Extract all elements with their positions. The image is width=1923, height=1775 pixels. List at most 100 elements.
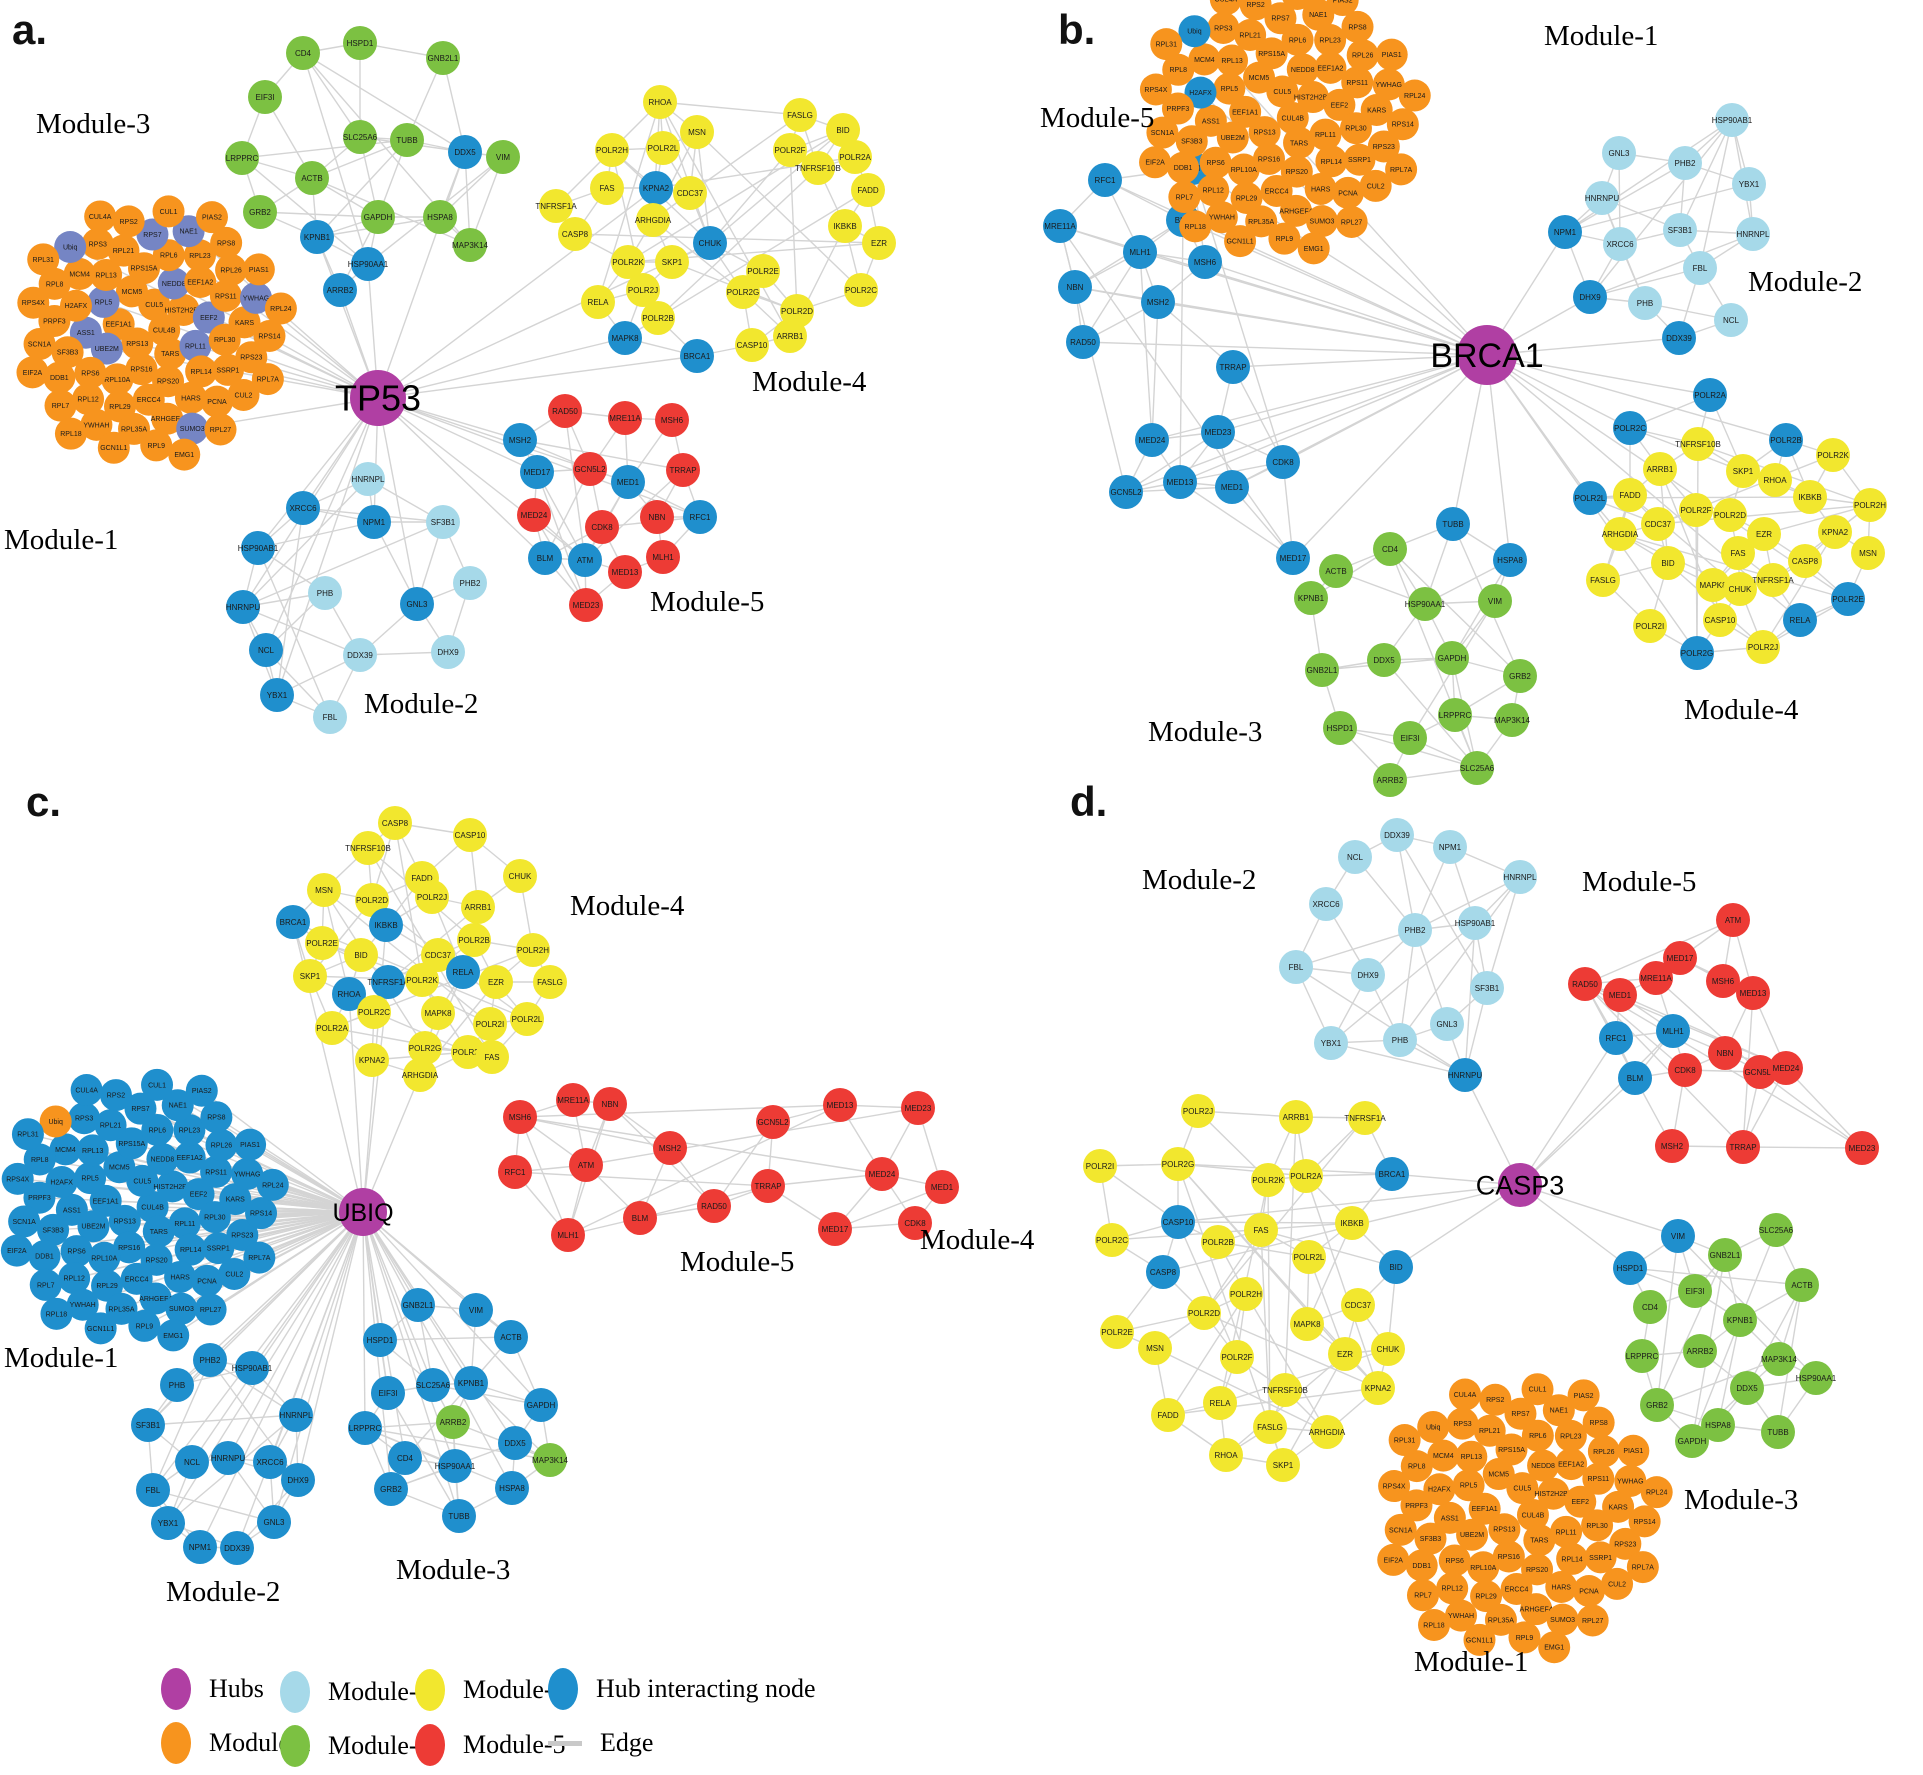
node-VIM[interactable] — [486, 140, 520, 174]
node-ATM[interactable] — [568, 543, 602, 577]
edge — [1399, 929, 1416, 1041]
node-POLR2J[interactable] — [626, 273, 660, 307]
node-CDK8[interactable] — [585, 510, 619, 544]
node-DDX39[interactable] — [343, 638, 377, 672]
node-POLR2L[interactable] — [646, 131, 680, 165]
node-SF3B1[interactable] — [426, 505, 460, 539]
node-TNFRSF10B[interactable] — [801, 151, 835, 185]
node-ARHGDIA[interactable] — [636, 203, 670, 237]
node-KPNB1[interactable] — [300, 220, 334, 254]
edge — [241, 139, 408, 159]
node-FASLG[interactable] — [783, 98, 817, 132]
node-TRRAP[interactable] — [666, 453, 700, 487]
node-GNB2L1[interactable] — [426, 41, 460, 75]
node-FBL[interactable] — [313, 700, 347, 734]
edge — [1699, 119, 1733, 269]
node-GCN5L2[interactable] — [573, 452, 607, 486]
node-ARRB1[interactable] — [773, 319, 807, 353]
node-EIF3I[interactable] — [248, 80, 282, 114]
edge — [536, 471, 587, 606]
node-HSP90AB1[interactable] — [241, 531, 275, 565]
edge — [1691, 1319, 1741, 1442]
edge — [1486, 876, 1521, 989]
node-CHUK[interactable] — [693, 226, 727, 260]
node-MED13[interactable] — [608, 555, 642, 589]
node-NCL[interactable] — [249, 633, 283, 667]
node-IKBKB[interactable] — [828, 209, 862, 243]
node-HSPA8[interactable] — [423, 200, 457, 234]
node-HNRNPU[interactable] — [226, 590, 260, 624]
node-YBX1[interactable] — [260, 678, 294, 712]
node-POLR2B[interactable] — [641, 301, 675, 335]
node-EZR[interactable] — [862, 226, 896, 260]
node-RPL11[interactable] — [179, 329, 212, 362]
node-DHX9[interactable] — [431, 635, 465, 669]
node-MED17[interactable] — [520, 455, 554, 489]
node-MSN[interactable] — [680, 115, 714, 149]
node-NBN[interactable] — [640, 500, 674, 534]
edge — [1584, 983, 1744, 1148]
node-DDX5[interactable] — [448, 135, 482, 169]
node-POLR2A[interactable] — [838, 140, 872, 174]
node-CASP10[interactable] — [735, 328, 769, 362]
node-CDC37[interactable] — [673, 176, 707, 210]
node-FADD[interactable] — [851, 173, 885, 207]
node-BRCA1[interactable] — [680, 339, 714, 373]
node-RAD50[interactable] — [548, 394, 582, 428]
edge — [377, 397, 538, 473]
node-CASP8[interactable] — [558, 217, 592, 251]
node-CD4[interactable] — [286, 36, 320, 70]
node-POLR2K[interactable] — [611, 245, 645, 279]
node-HNRNPL[interactable] — [351, 462, 385, 496]
legend-item-module4: Module-4 — [415, 1669, 566, 1711]
node-BLM[interactable] — [528, 541, 562, 575]
node-SKP1[interactable] — [655, 245, 689, 279]
node-RHOA[interactable] — [643, 85, 677, 119]
node-ARRB2[interactable] — [323, 273, 357, 307]
node-MED23[interactable] — [569, 588, 603, 622]
node-FAS[interactable] — [590, 171, 624, 205]
node-TARS[interactable] — [154, 337, 187, 370]
node-RPS16[interactable] — [125, 353, 158, 386]
edge — [1589, 267, 1701, 298]
node-MRE11A[interactable] — [608, 401, 642, 435]
node-TNFRSF1A[interactable] — [539, 189, 573, 223]
node-MAPK8[interactable] — [608, 321, 642, 355]
node-RFC1[interactable] — [683, 500, 717, 534]
node-NEDD8[interactable] — [157, 267, 190, 300]
node-MLH1[interactable] — [646, 540, 680, 574]
node-MED1[interactable] — [611, 465, 645, 499]
node-NPM1[interactable] — [357, 505, 391, 539]
node-POLR2G[interactable] — [726, 275, 760, 309]
node-RELA[interactable] — [581, 285, 615, 319]
edge — [1330, 1042, 1466, 1076]
node-GAPDH[interactable] — [361, 200, 395, 234]
node-PHB2[interactable] — [453, 566, 487, 600]
node-HSPD1[interactable] — [343, 26, 377, 60]
node-MSH6[interactable] — [655, 403, 689, 437]
node-BID[interactable] — [826, 113, 860, 147]
edge — [259, 211, 379, 218]
edge — [362, 1211, 389, 1394]
node-MSH2[interactable] — [503, 423, 537, 457]
legend-item-hubs: Hubs — [161, 1668, 264, 1710]
node-HIST2H2BE[interactable] — [167, 293, 200, 326]
node-MED24[interactable] — [517, 498, 551, 532]
node-GRB2[interactable] — [243, 195, 277, 229]
edge — [567, 1104, 841, 1236]
edge — [1519, 1184, 1679, 1237]
node-TUBB[interactable] — [390, 123, 424, 157]
node-KPNA2[interactable] — [639, 171, 673, 205]
node-XRCC6[interactable] — [286, 491, 320, 525]
node-SLC25A6[interactable] — [343, 120, 377, 154]
edge — [241, 157, 369, 265]
node-GNL3[interactable] — [400, 587, 434, 621]
node-POLR2H[interactable] — [595, 133, 629, 167]
node-PHB[interactable] — [308, 576, 342, 610]
node-ACTB[interactable] — [295, 161, 329, 195]
node-POLR2F[interactable] — [773, 133, 807, 167]
node-POLR2C[interactable] — [844, 273, 878, 307]
node-LRPPRC[interactable] — [225, 141, 259, 175]
node-HSP90AA1[interactable] — [351, 247, 385, 281]
node-MAP3K14[interactable] — [453, 228, 487, 262]
